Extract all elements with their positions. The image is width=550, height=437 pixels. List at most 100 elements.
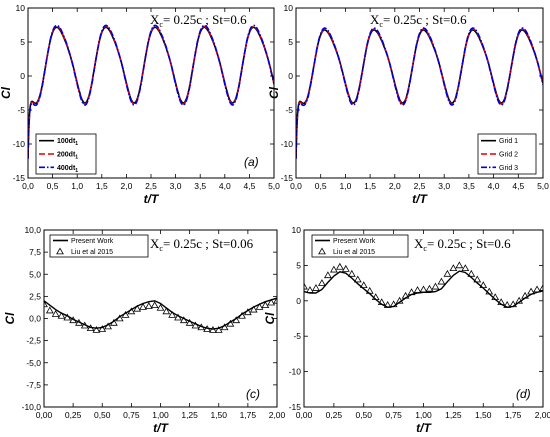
x-tick-label: 0,0 (22, 181, 34, 191)
data-point-liu (168, 310, 177, 318)
x-tick-label: 2,0 (120, 181, 132, 191)
chart-panel-c: 0,00 0,25 0,50 0,75 1,00 1,25 1,50 1,75 2,00 -10,… (3, 225, 286, 435)
y-tick-label: -7,5 (26, 380, 41, 390)
x-tick-label: 1,5 (364, 181, 376, 191)
y-tick-label: 10 (16, 3, 26, 13)
x-tick-label: 3,5 (463, 181, 475, 191)
data-point-liu (539, 284, 543, 291)
legend-label: Present Work (333, 238, 376, 245)
chart-panel-a: 0,0 0,5 1,0 1,5 2,0 2,5 3,0 3,5 4,0 4,5 5,0 -15 -10 -… (0, 3, 280, 206)
data-point-liu (232, 316, 241, 324)
data-point-liu (353, 275, 362, 283)
x-axis-label: t/T (144, 192, 160, 206)
data-point-liu (509, 300, 518, 308)
data-point-liu (497, 298, 506, 306)
data-point-liu (226, 319, 235, 327)
legend-marker (318, 247, 326, 255)
data-point-liu (69, 316, 78, 324)
x-axis-label: t/T (412, 192, 428, 206)
y-tick-label: -5,0 (26, 358, 41, 368)
y-tick-label: 7,5 (29, 247, 41, 257)
x-tick-label: 0,75 (385, 410, 402, 420)
y-tick-label: 0,0 (29, 314, 41, 324)
x-tick-label: 4,0 (488, 181, 500, 191)
data-point-liu (371, 293, 380, 301)
y-tick-label: 0 (296, 296, 301, 306)
condition-annotation: Xc= 0.25c ; St=0.06 (150, 236, 254, 253)
data-point-liu (92, 325, 101, 333)
data-point-liu (503, 301, 512, 308)
data-point-liu (407, 288, 416, 296)
data-point-liu (162, 307, 171, 315)
data-point-liu (359, 281, 368, 289)
legend: Grid 1 Grid 2 Grid 3 (477, 133, 537, 175)
data-point-liu (479, 281, 488, 289)
x-tick-label: 2,5 (414, 181, 426, 191)
data-point-liu (335, 262, 344, 270)
data-point-liu (365, 286, 374, 294)
y-tick-label: -10 (281, 139, 294, 149)
data-point-liu (220, 323, 229, 331)
data-point-liu (110, 318, 118, 326)
data-point-liu (467, 269, 476, 277)
y-tick-label: 2,5 (29, 291, 41, 301)
y-tick-label: 0 (20, 71, 25, 81)
x-tick-label: 0,50 (94, 410, 111, 420)
data-point-liu (389, 300, 398, 308)
x-tick-label: 0,5 (47, 181, 59, 191)
data-point-liu (261, 301, 270, 309)
plot-frame (43, 229, 278, 408)
y-tick-label: 10 (292, 225, 302, 235)
x-tick-label: 0,00 (36, 410, 53, 420)
chart-panel-b: 0,0 0,5 1,0 1,5 2,0 2,5 3,0 3,5 4,0 4,5 5,0-15-10-… (267, 3, 549, 206)
data-point-liu (75, 318, 83, 326)
plot-frame (295, 7, 544, 179)
data-point-liu (383, 301, 392, 308)
x-tick-label: 2,5 (145, 181, 157, 191)
data-point-liu (203, 325, 211, 332)
data-point-liu (80, 321, 89, 329)
y-axis-label: Cl (0, 86, 13, 99)
data-point-liu (437, 277, 446, 285)
x-tick-label: 1,0 (339, 181, 351, 191)
x-tick-label: 0,75 (123, 410, 140, 420)
data-point-liu (115, 314, 124, 322)
y-tick-label: -15 (281, 173, 294, 183)
y-tick-label: 10 (284, 3, 294, 13)
data-point-liu (214, 325, 223, 333)
legend-label: 400dt1 (57, 165, 78, 174)
x-axis-label: t/T (416, 421, 432, 435)
data-point-liu (238, 311, 246, 319)
legend: Present Work Liu et al 2015 (311, 234, 409, 258)
legend-label: 200dt1 (57, 152, 78, 161)
x-tick-label: 0,25 (65, 410, 82, 420)
condition-annotation: Xc= 0.25c ; St=0.6 (414, 236, 511, 253)
x-tick-label: 1,50 (475, 410, 492, 420)
y-tick-label: 0 (288, 71, 293, 81)
plot-area (28, 24, 274, 160)
data-point-liu (461, 264, 470, 272)
legend-label: Grid 2 (499, 152, 518, 159)
y-tick-label: 5 (288, 37, 293, 47)
data-point-liu (156, 303, 165, 311)
y-tick-label: -5 (285, 105, 293, 115)
data-point-liu (174, 313, 182, 321)
data-point-liu (139, 302, 147, 310)
panel-label: (a) (244, 155, 259, 169)
data-point-liu (425, 284, 434, 292)
x-tick-label: 0,00 (296, 410, 313, 420)
data-point-liu (185, 318, 194, 326)
data-point-liu (127, 307, 136, 315)
panel-label: (c) (246, 387, 260, 401)
x-tick-label: 1,25 (181, 410, 198, 420)
legend-label: Liu et al 2015 (333, 249, 375, 256)
data-point-liu (443, 269, 452, 277)
legend: Present Work Liu et al 2015 (49, 234, 149, 258)
data-point-liu (329, 265, 338, 273)
series-line (44, 297, 277, 330)
data-point-liu (98, 325, 107, 332)
y-tick-label: 10,0 (24, 225, 41, 235)
data-point-liu (273, 296, 277, 304)
chart-panel-d: 0,00 0,25 0,50 0,75 1,00 1,25 1,50 1,75 2,00-15-… (263, 225, 550, 435)
